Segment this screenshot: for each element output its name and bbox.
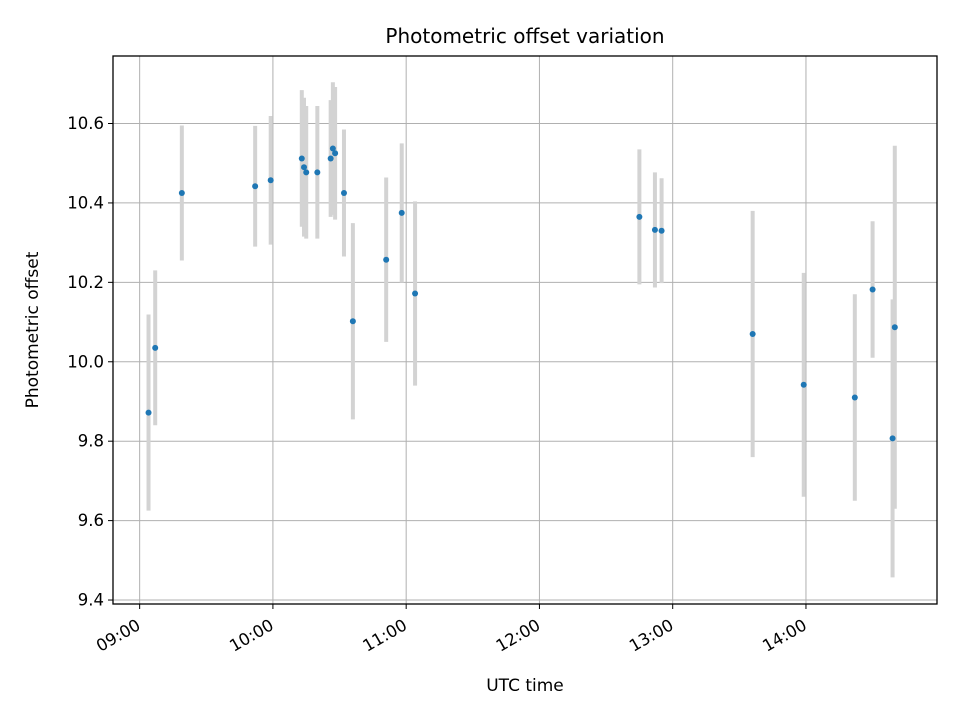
- data-point: [636, 213, 643, 220]
- data-point: [412, 290, 419, 297]
- y-tick-label: 9.4: [78, 591, 104, 610]
- y-axis-ticks: 9.4 9.6 9.8 10.0 10.2 10.4 10.6: [67, 114, 113, 610]
- data-point: [327, 155, 334, 162]
- data-point: [891, 324, 898, 331]
- plot-frame: [112, 55, 938, 605]
- data-point: [869, 286, 876, 293]
- data-point: [349, 318, 356, 325]
- chart-title: Photometric offset variation: [385, 24, 664, 48]
- data-point: [298, 155, 305, 162]
- y-tick-label: 10.0: [67, 352, 104, 371]
- y-tick-label: 9.8: [78, 432, 104, 451]
- data-point: [301, 164, 308, 171]
- data-point: [332, 150, 339, 157]
- y-tick-label: 10.4: [67, 193, 104, 212]
- data-point: [658, 227, 665, 234]
- data-point: [800, 381, 807, 388]
- data-points: [145, 145, 898, 442]
- data-point: [152, 344, 159, 351]
- data-point: [340, 190, 347, 196]
- y-axis-label: Photometric offset: [23, 251, 43, 408]
- grid-lines: [113, 56, 937, 604]
- data-point: [252, 183, 259, 190]
- data-point: [383, 256, 390, 263]
- data-point: [889, 435, 896, 442]
- y-tick-label: 10.2: [67, 273, 104, 292]
- data-point: [178, 190, 185, 196]
- data-point: [267, 177, 274, 184]
- x-axis-label: UTC time: [486, 676, 564, 696]
- data-point: [329, 145, 336, 152]
- data-point: [651, 226, 658, 233]
- data-point: [303, 169, 310, 176]
- y-tick-label: 9.6: [78, 511, 104, 530]
- y-tick-label: 10.6: [67, 114, 104, 133]
- data-point: [851, 394, 858, 401]
- data-point: [749, 330, 756, 337]
- data-point: [145, 409, 152, 416]
- data-point: [398, 209, 405, 216]
- data-point: [314, 169, 321, 176]
